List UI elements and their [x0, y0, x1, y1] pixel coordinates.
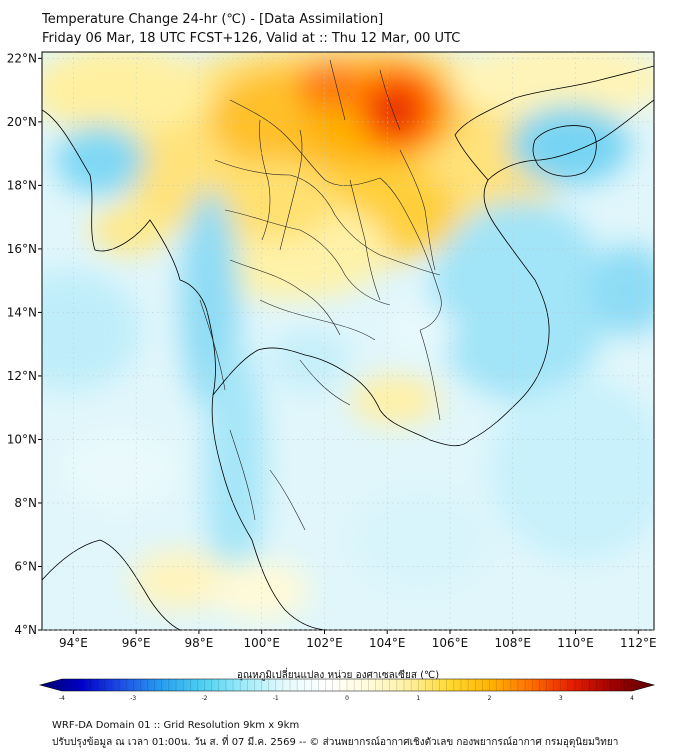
x-axis-ticks: 94°E 96°E 98°E 100°E 102°E 104°E 106°E 108°E 110… [59, 52, 657, 650]
colorbar-tick-label: 1 [416, 695, 420, 702]
province-borders [199, 59, 442, 531]
colorbar [38, 678, 656, 692]
y-tick-label: 10°N [7, 432, 37, 446]
colorbar-tick-label: -1 [273, 695, 279, 702]
hainan-coast [532, 125, 597, 177]
x-tick-label: 100°E [243, 636, 280, 650]
map-title: Temperature Change 24-hr (℃) - [Data Ass… [42, 12, 384, 27]
footer-credit: ปรับปรุงข้อมูล ณ เวลา 01:00น. วัน ส. ที่… [52, 737, 619, 748]
sumatra-coast [42, 539, 181, 630]
colorbar-tick-label: 3 [559, 695, 563, 702]
y-tick-label: 14°N [7, 305, 37, 319]
colorbar-tick-label: 2 [488, 695, 492, 702]
x-tick-label: 106°E [432, 636, 469, 650]
x-tick-label: 102°E [306, 636, 343, 650]
x-tick-label: 110°E [557, 636, 594, 650]
colorbar-tick-label: -2 [202, 695, 208, 702]
temperature-field [42, 52, 654, 630]
colorbar-ticks: -4 -3 -2 -1 0 1 2 3 4 [59, 679, 634, 702]
y-tick-label: 8°N [14, 496, 37, 510]
y-tick-label: 12°N [7, 369, 37, 383]
y-tick-label: 4°N [14, 623, 37, 637]
mainland-coast [42, 109, 331, 630]
colorbar-tick-label: 4 [630, 695, 634, 702]
map-subtitle: Friday 06 Mar, 18 UTC FCST+126, Valid at… [42, 31, 461, 46]
y-tick-label: 6°N [14, 559, 37, 573]
coastlines [42, 65, 654, 630]
x-tick-label: 112°E [620, 636, 657, 650]
gulf-coast-north [212, 99, 654, 447]
tonkin-coast [454, 65, 654, 181]
colorbar-tick-label: 0 [345, 695, 349, 702]
footer-model-info: WRF-DA Domain 01 :: Grid Resolution 9km … [52, 720, 300, 731]
x-tick-label: 96°E [122, 636, 151, 650]
y-tick-label: 18°N [7, 178, 37, 192]
x-tick-label: 108°E [495, 636, 532, 650]
x-tick-label: 94°E [59, 636, 88, 650]
y-tick-label: 22°N [7, 51, 37, 65]
colorbar-title: อุณหภูมิเปลี่ยนแปลง หน่วย องศาเซลเซียส (… [236, 670, 440, 681]
y-axis-ticks: 22°N 20°N 18°N 16°N 14°N 12°N 10°N 8°N 6°N 4°N [7, 51, 654, 637]
y-tick-label: 16°N [7, 242, 37, 256]
colorbar-tick-label: -4 [59, 695, 65, 702]
x-tick-label: 104°E [369, 636, 406, 650]
y-tick-label: 20°N [7, 115, 37, 129]
colorbar-tick-label: -3 [130, 695, 136, 702]
x-tick-label: 98°E [184, 636, 213, 650]
